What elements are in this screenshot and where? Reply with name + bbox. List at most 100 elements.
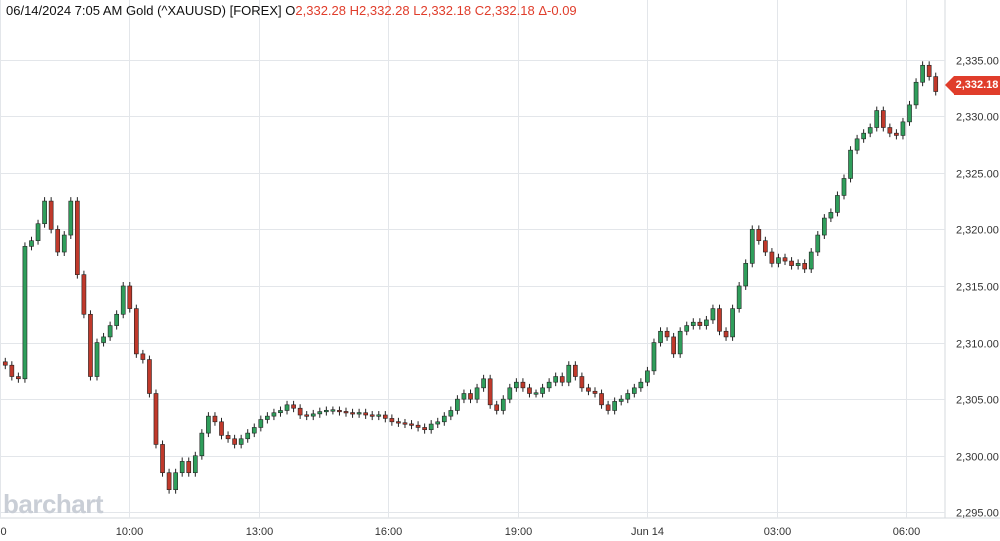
candle-body [232,438,237,445]
candle-body [605,404,611,411]
legend-high: H2,332.28 [349,3,410,18]
y-tick-label: 2,335.00 [956,56,999,68]
candle-body [212,415,218,423]
candle-body [133,308,139,355]
candle-body [756,229,762,242]
candle-body [94,342,100,377]
y-tick-label: 2,330.00 [956,112,999,124]
candle-body [769,251,775,264]
candle-body [520,381,526,389]
candle-body [514,381,519,389]
candle-body [389,418,395,423]
candle-body [625,393,631,400]
legend-instrument: Gold (^XAUUSD) [FOREX] [126,3,282,18]
candle-body [874,110,880,128]
legend-open: 2,332.28 [295,3,346,18]
y-tick-label: 2,300.00 [956,452,999,464]
candle-body [206,415,211,434]
legend-timestamp: 06/14/2024 7:05 AM [6,3,123,18]
candle-body [631,387,637,394]
candle-body [107,325,113,338]
x-tick-label: 03:00 [764,526,792,538]
candle-body [736,285,742,309]
candle-body [147,359,152,394]
candle-body [271,412,277,417]
candle-body [651,342,657,372]
candle-body [9,364,15,377]
candle-body [730,308,735,338]
candle-body [815,234,821,253]
candle-body [684,325,690,332]
candle-body [861,132,866,140]
candle-body [179,461,185,474]
candle-body [618,398,624,402]
candle-body [474,387,480,400]
candle-body [782,257,788,262]
candle-body [369,414,375,417]
candle-body [382,414,388,419]
candle-body [343,411,349,414]
x-tick-label: Jun 14 [631,526,664,538]
candle-body [2,361,8,366]
candle-body [533,392,539,395]
candle-body [579,376,585,389]
candle-body [402,422,408,425]
candle-body [310,413,316,417]
candle-body [710,308,716,321]
candle-body [481,378,486,389]
candle-body [468,393,473,400]
candle-body [350,412,355,415]
candle-body [88,313,93,377]
y-tick-label: 2,305.00 [956,395,999,407]
candle-body [854,138,860,151]
candle-body [114,313,119,326]
candle-body [441,415,447,423]
candle-body [822,217,827,236]
candle-body [16,376,21,380]
candle-body [808,251,814,270]
candle-body [409,423,414,426]
candle-body [251,427,257,434]
candle-body [638,381,644,389]
candle-body [153,393,159,445]
candle-body [278,410,283,414]
candle-body [559,376,565,383]
candle-body [690,321,696,326]
candle-body [802,263,808,270]
legend-change: Δ-0.09 [538,3,577,18]
x-tick-label: 06:00 [893,526,921,538]
candle-body [461,393,467,400]
candle-body [324,409,329,413]
candle-body [717,308,722,332]
candle-body [448,410,454,417]
candle-body [546,381,552,389]
candle-body [199,432,205,457]
candle-body [140,353,146,360]
candle-body [186,461,192,474]
candle-body [396,421,401,424]
candle-body [55,229,61,253]
candle-body [723,330,729,338]
candle-body [330,409,336,412]
candle-body [664,330,670,338]
candle-body [835,195,840,213]
candle-body [258,419,264,428]
candle-body [763,240,768,253]
legend-open-label: O [285,3,296,18]
candle-body [487,378,493,406]
candle-body [586,387,591,392]
candle-body [61,234,67,253]
candle-body [841,178,847,196]
candle-body [304,414,310,417]
candle-body [507,387,513,400]
candle-body [284,404,290,411]
candle-body [22,246,28,380]
candle-body [245,432,251,440]
candle-body [573,364,578,377]
candle-body [828,212,834,219]
candle-body [75,200,80,275]
candle-body [317,411,323,415]
candle-body [704,319,709,326]
candle-body [35,223,41,242]
